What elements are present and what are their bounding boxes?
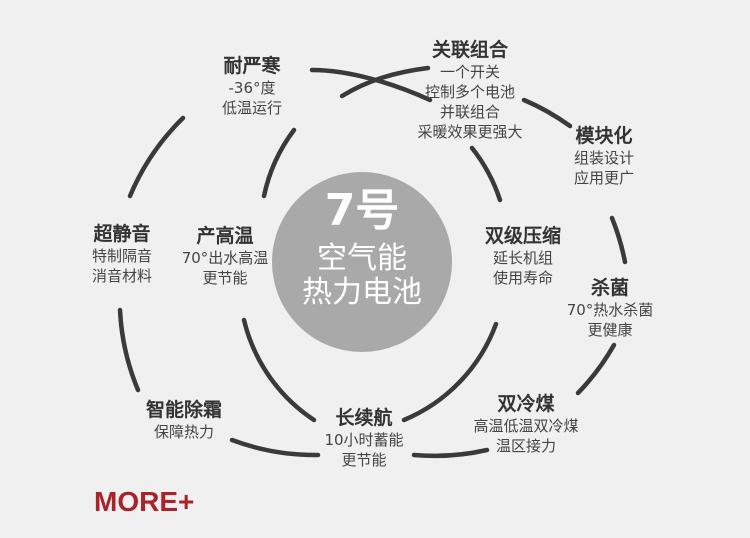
feature-modular: 模块化 组装设计 应用更广 xyxy=(514,124,694,188)
feature-title: 产高温 xyxy=(196,225,254,247)
inner-ring-arc xyxy=(261,127,297,199)
outer-ring-arc xyxy=(127,115,186,199)
feature-title: 双级压缩 xyxy=(484,225,561,247)
feature-title: 耐严寒 xyxy=(223,55,281,77)
feature-cold-resistant: 耐严寒 -36°度 低温运行 xyxy=(162,54,342,118)
feature-desc: 特制隔音 xyxy=(91,247,152,265)
feature-title: 长续航 xyxy=(335,407,393,429)
feature-desc: 采暖效果更强大 xyxy=(417,123,523,141)
feature-desc: 延长机组 xyxy=(492,249,553,267)
feature-desc: 高温低温双冷煤 xyxy=(473,417,579,435)
feature-high-temp: 产高温 70°出水高温 更节能 xyxy=(135,224,315,288)
center-number: 7号 xyxy=(324,185,400,236)
feature-title: 智能除霜 xyxy=(145,399,222,421)
feature-title: 杀菌 xyxy=(590,277,629,299)
outer-ring-arc xyxy=(117,307,141,393)
more-link[interactable]: MORE+ xyxy=(94,486,195,517)
feature-title: 双冷煤 xyxy=(497,393,555,415)
outer-ring-arc xyxy=(229,437,321,458)
feature-desc: 更节能 xyxy=(202,269,248,287)
feature-desc: 温区接力 xyxy=(495,437,556,455)
feature-desc: 更节能 xyxy=(341,451,387,469)
feature-dual-cooling: 双冷煤 高温低温双冷煤 温区接力 xyxy=(436,392,616,456)
feature-desc: 消音材料 xyxy=(91,267,152,285)
feature-desc: 一个开关 xyxy=(439,63,500,81)
center-line-2: 热力电池 xyxy=(302,275,422,310)
inner-ring-arc xyxy=(401,321,499,423)
inner-ring-arc xyxy=(241,317,317,423)
feature-desc: 70°热水杀菌 xyxy=(566,301,654,319)
feature-associated-combination: 关联组合 一个开关 控制多个电池 并联组合 采暖效果更强大 xyxy=(380,38,560,142)
feature-desc: 组装设计 xyxy=(573,149,634,167)
feature-title: 超静音 xyxy=(93,223,151,245)
center-circle: 7号 空气能 热力电池 xyxy=(272,172,452,352)
feature-desc: 控制多个电池 xyxy=(424,83,515,101)
feature-long-endurance: 长续航 10小时蓄能 更节能 xyxy=(274,406,454,470)
feature-desc: 应用更广 xyxy=(573,169,634,187)
feature-desc: 更健康 xyxy=(587,321,633,339)
feature-super-quiet: 超静音 特制隔音 消音材料 xyxy=(32,222,212,286)
feature-smart-defrost: 智能除霜 保障热力 xyxy=(94,398,274,442)
outer-ring-arc xyxy=(575,342,617,396)
feature-desc: 10小时蓄能 xyxy=(324,431,404,449)
feature-title: 模块化 xyxy=(575,125,633,147)
feature-dual-compression: 双级压缩 延长机组 使用寿命 xyxy=(433,224,613,288)
outer-ring-arc xyxy=(411,447,490,459)
feature-desc: 70°出水高温 xyxy=(181,249,269,267)
feature-desc: 并联组合 xyxy=(439,103,500,121)
feature-title: 关联组合 xyxy=(431,39,508,61)
feature-desc: 使用寿命 xyxy=(492,269,553,287)
feature-desc: 低温运行 xyxy=(221,99,282,117)
feature-desc: 保障热力 xyxy=(153,423,214,441)
cross-arc xyxy=(339,65,431,99)
feature-sterilization: 杀菌 70°热水杀菌 更健康 xyxy=(520,276,700,340)
outer-ring-arc xyxy=(521,97,573,129)
center-line-1: 空气能 xyxy=(317,241,407,276)
inner-ring-arc xyxy=(469,145,503,203)
outer-ring-arc xyxy=(609,215,628,265)
feature-desc: -36°度 xyxy=(228,79,276,97)
